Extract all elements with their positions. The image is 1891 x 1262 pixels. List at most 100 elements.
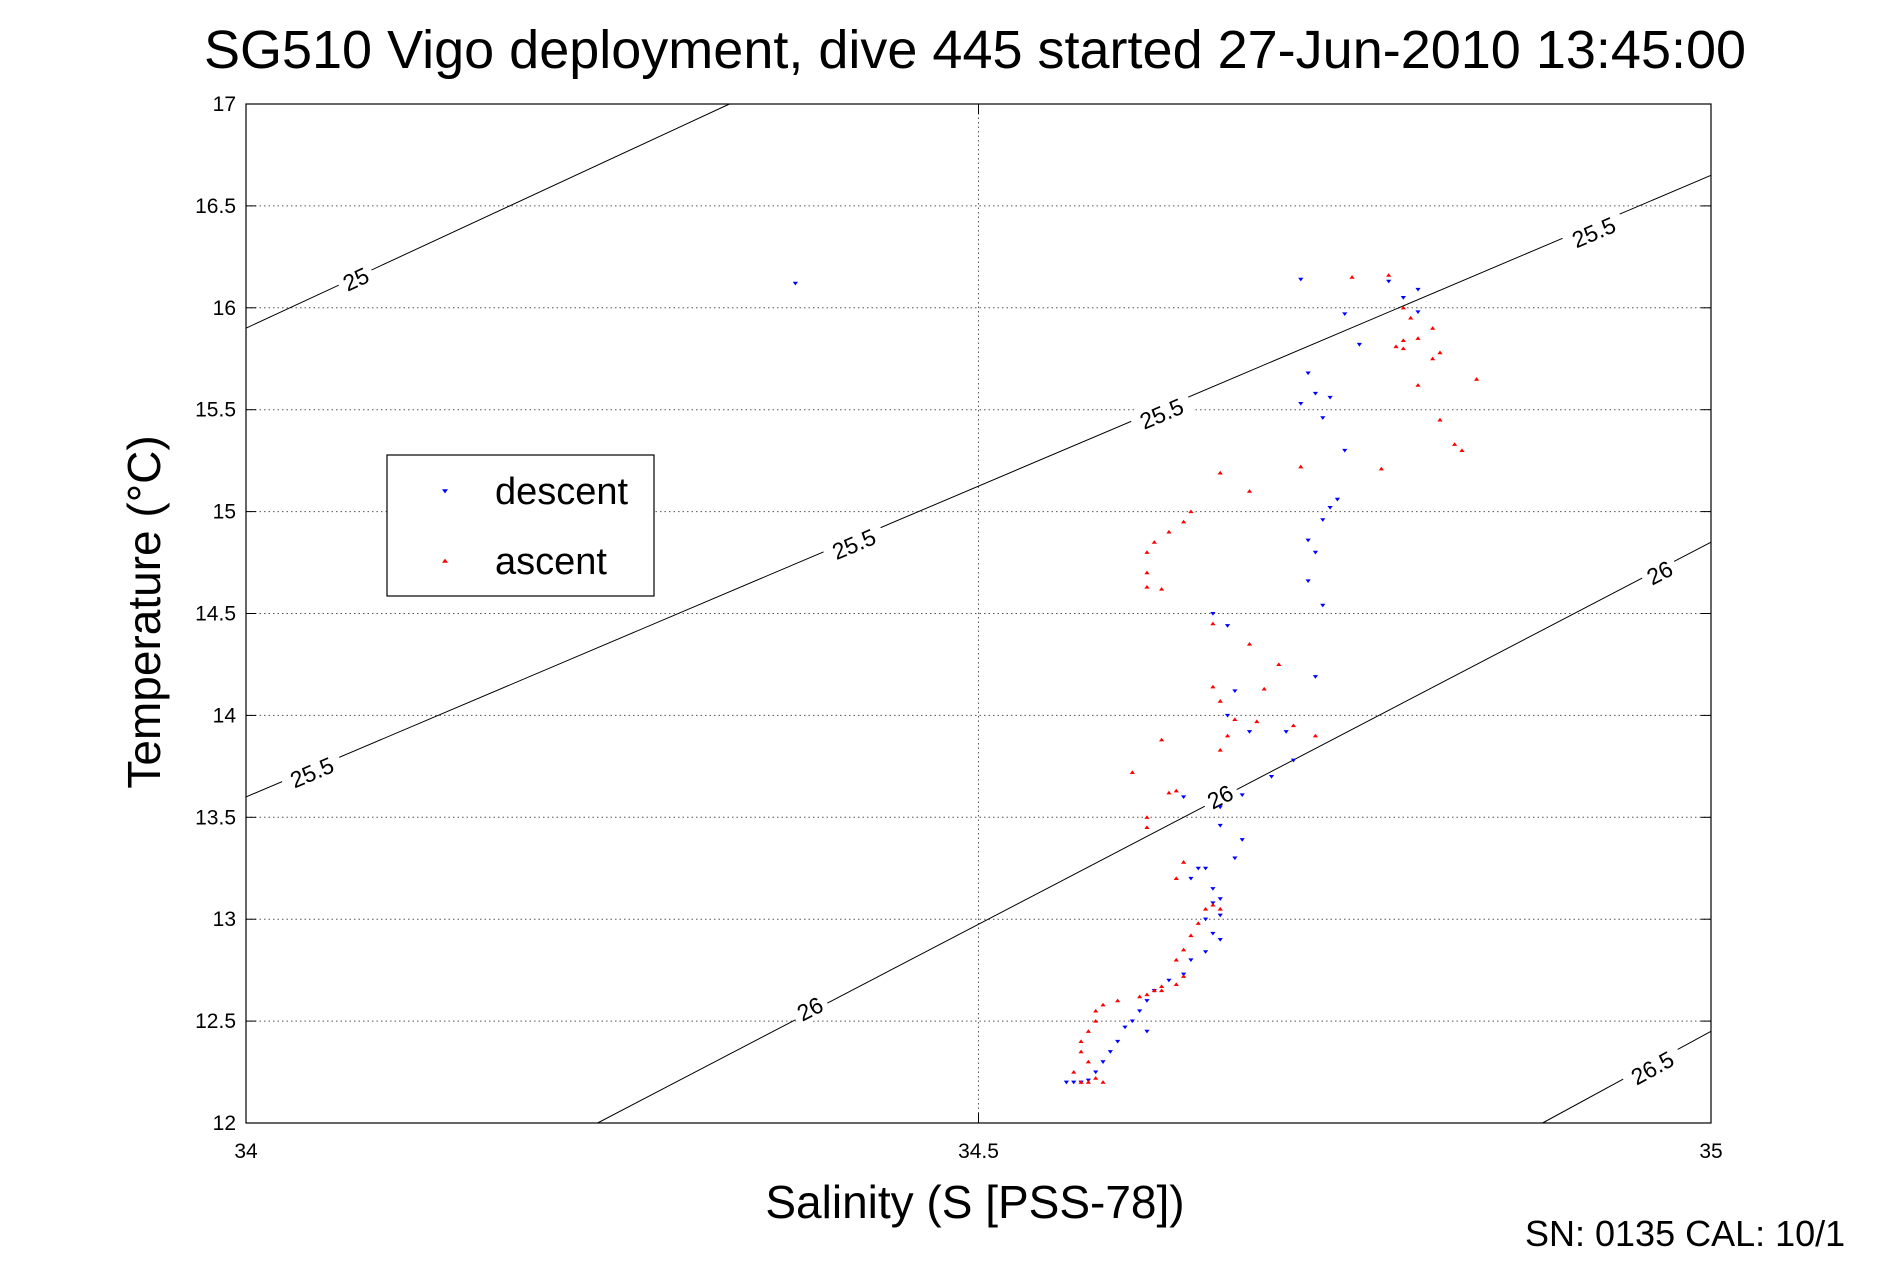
- ascent-point: [1400, 338, 1406, 342]
- descent-point: [1071, 1080, 1077, 1085]
- serial-calibration-note: SN: 0135 CAL: 10/1: [1525, 1213, 1845, 1254]
- x-axis-label: Salinity (S [PSS-78]): [765, 1176, 1184, 1228]
- ascent-point: [1144, 992, 1150, 997]
- descent-point: [1129, 1019, 1135, 1024]
- density-contour-label-group: 25: [333, 258, 378, 298]
- ascent-point: [1195, 921, 1201, 925]
- ascent-point: [1254, 719, 1260, 724]
- ascent-point: [1173, 982, 1179, 986]
- ascent-point: [1144, 825, 1150, 830]
- x-tick-label: 34: [234, 1140, 258, 1163]
- descent-point: [1217, 913, 1223, 918]
- descent-point: [1232, 856, 1238, 861]
- legend-label-ascent: ascent: [495, 541, 607, 583]
- ascent-point: [1386, 273, 1392, 277]
- ascent-point: [1437, 350, 1443, 355]
- contour-label-gap: [277, 747, 346, 796]
- descent-point: [1268, 774, 1275, 779]
- descent-point: [1217, 805, 1223, 810]
- legend-box: [386, 454, 655, 597]
- ascent-point: [1217, 470, 1223, 475]
- ascent-point: [1378, 466, 1384, 471]
- descent-point: [1305, 538, 1311, 543]
- ascent-point: [1093, 1019, 1099, 1023]
- ascent-point: [1137, 994, 1143, 999]
- descent-point: [1063, 1080, 1069, 1085]
- contour-label-gap: [1197, 776, 1242, 816]
- descent-point: [1217, 897, 1223, 901]
- ascent-point: [1071, 1069, 1077, 1074]
- descent-point: [1202, 866, 1209, 871]
- ascent-point: [1452, 442, 1458, 446]
- ascent-point: [1166, 529, 1172, 534]
- descent-point: [1283, 730, 1289, 734]
- contour-label-gap: [1637, 552, 1682, 592]
- ascent-point: [1100, 1002, 1106, 1007]
- ascent-point: [1430, 326, 1436, 330]
- ascent-point: [1093, 1076, 1099, 1080]
- descent-point: [1181, 795, 1187, 799]
- descent-point: [1093, 1070, 1099, 1075]
- y-tick-label: 12: [213, 1112, 236, 1135]
- descent-point: [1224, 624, 1231, 628]
- ascent-point: [1217, 906, 1223, 911]
- ascent-point: [1298, 464, 1304, 469]
- ascent-point: [1232, 717, 1238, 722]
- y-tick-label: 16: [213, 297, 236, 320]
- descent-point: [1144, 999, 1150, 1003]
- descent-point: [1327, 395, 1333, 400]
- descent-point: [1312, 550, 1319, 555]
- descent-point: [1115, 1039, 1121, 1044]
- descent-point: [1415, 310, 1421, 314]
- ascent-point: [1312, 733, 1319, 738]
- chart-title: SG510 Vigo deployment, dive 445 started …: [204, 20, 1746, 80]
- ascent-point: [1085, 1029, 1091, 1033]
- descent-point: [1386, 279, 1392, 284]
- descent-point: [1298, 402, 1304, 406]
- ascent-point: [1400, 346, 1406, 351]
- ascent-point: [1166, 790, 1172, 795]
- y-tick-label: 13: [213, 908, 236, 931]
- descent-point: [792, 281, 798, 286]
- descent-point: [1320, 603, 1326, 608]
- legend: descent ascent: [386, 454, 655, 597]
- ascent-point: [1144, 570, 1150, 575]
- y-tick-label: 12.5: [195, 1010, 236, 1033]
- ascent-point: [1078, 1080, 1084, 1084]
- ascent-point: [1181, 974, 1187, 978]
- ascent-point: [1188, 509, 1194, 514]
- ascent-point: [1261, 686, 1267, 691]
- ascent-point: [1173, 957, 1179, 962]
- ascent-point: [1246, 489, 1253, 493]
- ascent-point: [1210, 684, 1216, 689]
- descent-point: [1305, 579, 1311, 583]
- ascent-point: [1100, 1080, 1106, 1084]
- ascent-point: [1415, 383, 1421, 387]
- descent-point: [1342, 312, 1348, 316]
- ascent-point: [1085, 1080, 1091, 1084]
- ascent-point: [1078, 1039, 1084, 1044]
- y-tick-label: 14: [213, 704, 237, 727]
- ascent-point: [1078, 1049, 1084, 1054]
- ascent-point: [1173, 876, 1179, 880]
- density-contour-line: [245, 174, 1712, 798]
- descent-point: [1137, 1009, 1143, 1013]
- x-tick-label: 35: [1699, 1140, 1722, 1163]
- ascent-point: [1474, 377, 1480, 381]
- legend-marker-descent: [442, 489, 448, 494]
- y-axis-label: Temperature (°C): [118, 435, 170, 788]
- density-contour-line: [597, 541, 1712, 1124]
- y-tick-label: 13.5: [195, 806, 236, 829]
- ascent-point: [1159, 737, 1165, 742]
- descent-point: [1400, 296, 1406, 300]
- descent-point: [1239, 793, 1245, 797]
- density-contour-line: [245, 103, 730, 329]
- descent-point: [1202, 917, 1209, 922]
- descent-point: [1356, 342, 1362, 347]
- axis-ticks: 34 34.5 35 12 12.5 13 13.5 14 14.5 15 15.5 16 16.5 17: [195, 93, 1723, 1163]
- descent-point: [1188, 958, 1194, 963]
- descent-point: [1239, 838, 1245, 842]
- ascent-point: [1144, 550, 1150, 554]
- ascent-point: [1173, 788, 1179, 793]
